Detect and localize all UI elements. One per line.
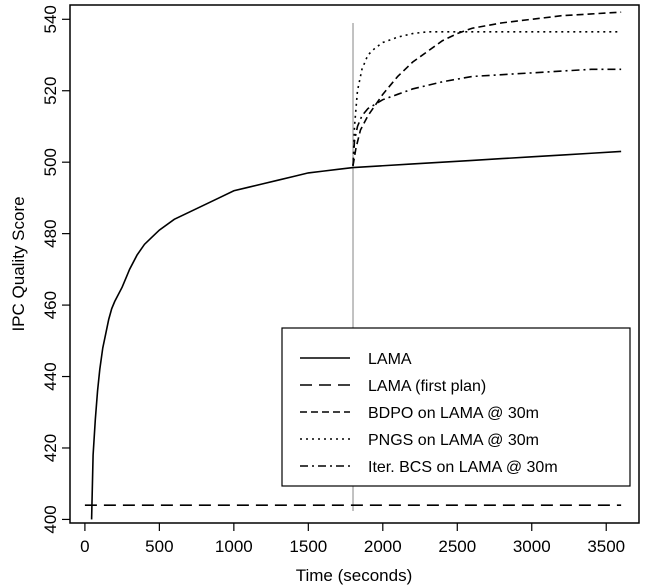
series-group — [84, 11, 622, 520]
y-tick-label: 520 — [41, 77, 60, 105]
legend-label: Iter. BCS on LAMA @ 30m — [368, 459, 558, 476]
legend-label: LAMA (first plan) — [368, 378, 486, 395]
plot-frame — [69, 4, 640, 524]
y-tick-label: 540 — [41, 5, 60, 33]
legend: LAMA LAMA (first plan) BDPO on LAMA @ 30m P… — [281, 327, 631, 487]
x-axis: 0 500 1000 1500 2000 2500 3000 3500 — [80, 523, 625, 556]
legend-label: LAMA — [368, 351, 412, 368]
series-line-5 — [352, 68, 622, 166]
series-line-3 — [352, 11, 622, 166]
x-tick-label: 1500 — [289, 537, 327, 556]
x-tick-label: 3500 — [587, 537, 625, 556]
x-tick-label: 0 — [80, 537, 89, 556]
legend-box — [281, 327, 631, 487]
x-axis-title: Time (seconds) — [296, 566, 413, 585]
series-line-4 — [352, 30, 622, 166]
y-tick-label: 420 — [41, 434, 60, 462]
legend-items: LAMA LAMA (first plan) BDPO on LAMA @ 30m P… — [300, 351, 558, 476]
y-tick-label: 500 — [41, 148, 60, 176]
y-tick-label: 460 — [41, 291, 60, 319]
x-tick-label: 2000 — [364, 537, 402, 556]
x-tick-label: 2500 — [438, 537, 476, 556]
series-line-1 — [90, 150, 622, 520]
x-tick-label: 1000 — [215, 537, 253, 556]
x-tick-label: 500 — [145, 537, 173, 556]
y-tick-label: 440 — [41, 362, 60, 390]
y-tick-label: 400 — [41, 505, 60, 533]
legend-label: BDPO on LAMA @ 30m — [368, 405, 539, 422]
y-tick-label: 480 — [41, 219, 60, 247]
legend-label: PNGS on LAMA @ 30m — [368, 432, 539, 449]
y-axis: 400 420 440 460 480 500 520 540 — [41, 5, 70, 534]
y-axis-title: IPC Quality Score — [9, 196, 28, 331]
x-tick-label: 3000 — [513, 537, 551, 556]
